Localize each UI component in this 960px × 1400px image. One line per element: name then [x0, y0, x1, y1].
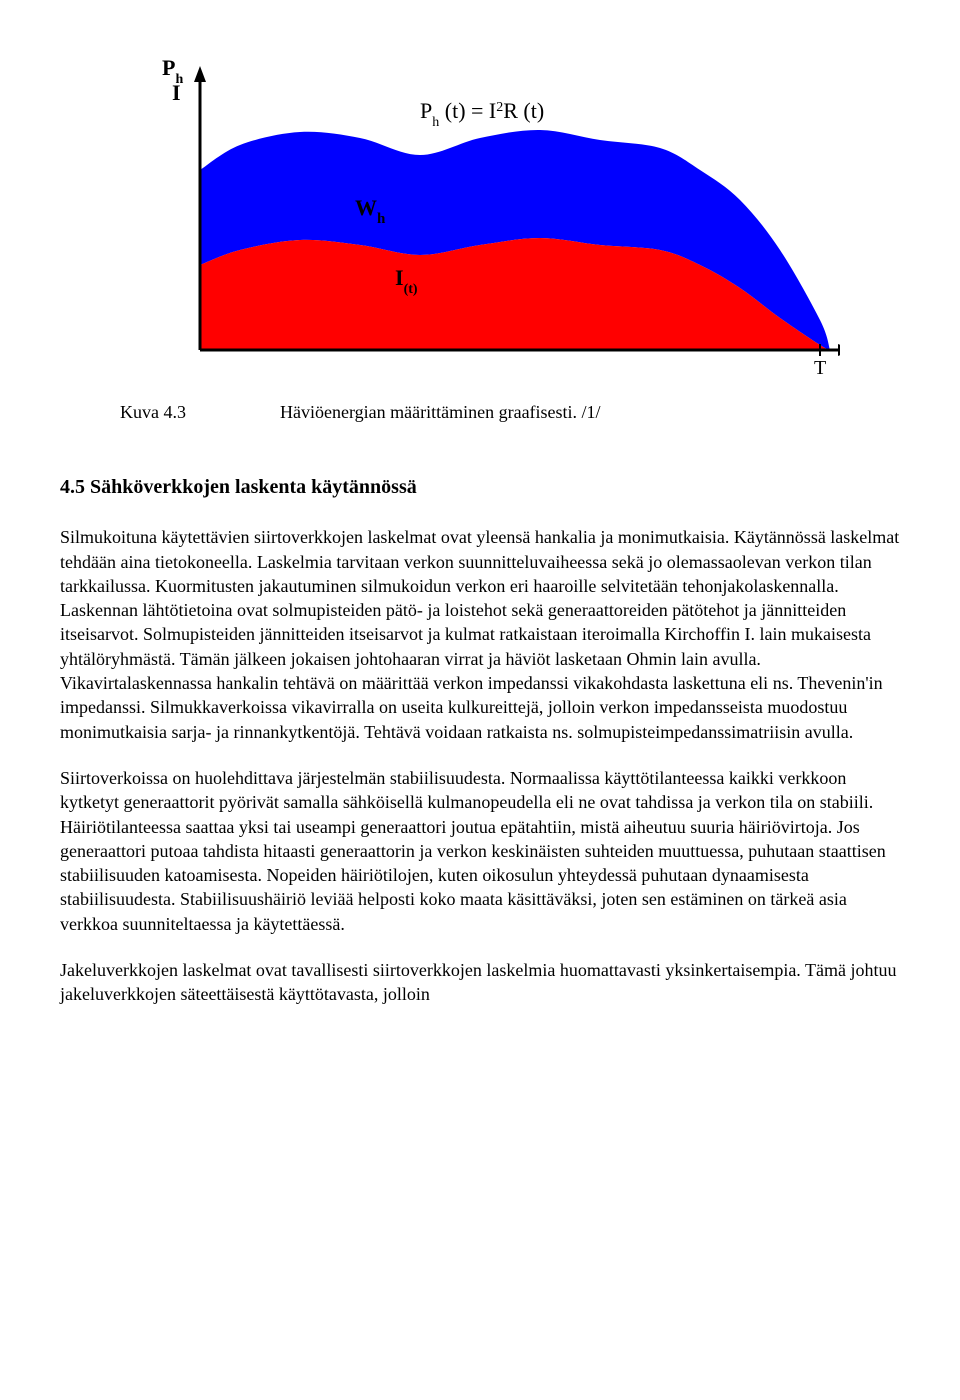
section-heading: 4.5 Sähköverkkojen laskenta käytännössä [60, 474, 900, 501]
svg-text:Ph (t) = I2R (t): Ph (t) = I2R (t) [420, 98, 544, 130]
svg-text:I: I [172, 80, 181, 105]
body-paragraph: Silmukoituna käytettävien siirtoverkkoje… [60, 525, 900, 744]
body-paragraph: Siirtoverkoissa on huolehdittava järjest… [60, 766, 900, 936]
energy-loss-chart: PhItTPh (t) = I2R (t)WhI(t) [120, 40, 840, 380]
chart-svg: PhItTPh (t) = I2R (t)WhI(t) [120, 40, 840, 380]
caption-label: Kuva 4.3 [60, 400, 280, 424]
body-paragraph: Jakeluverkkojen laskelmat ovat tavallise… [60, 958, 900, 1007]
caption-text: Häviöenergian määrittäminen graafisesti.… [280, 400, 601, 424]
svg-text:T: T [814, 357, 826, 379]
figure-caption: Kuva 4.3 Häviöenergian määrittäminen gra… [60, 400, 900, 424]
